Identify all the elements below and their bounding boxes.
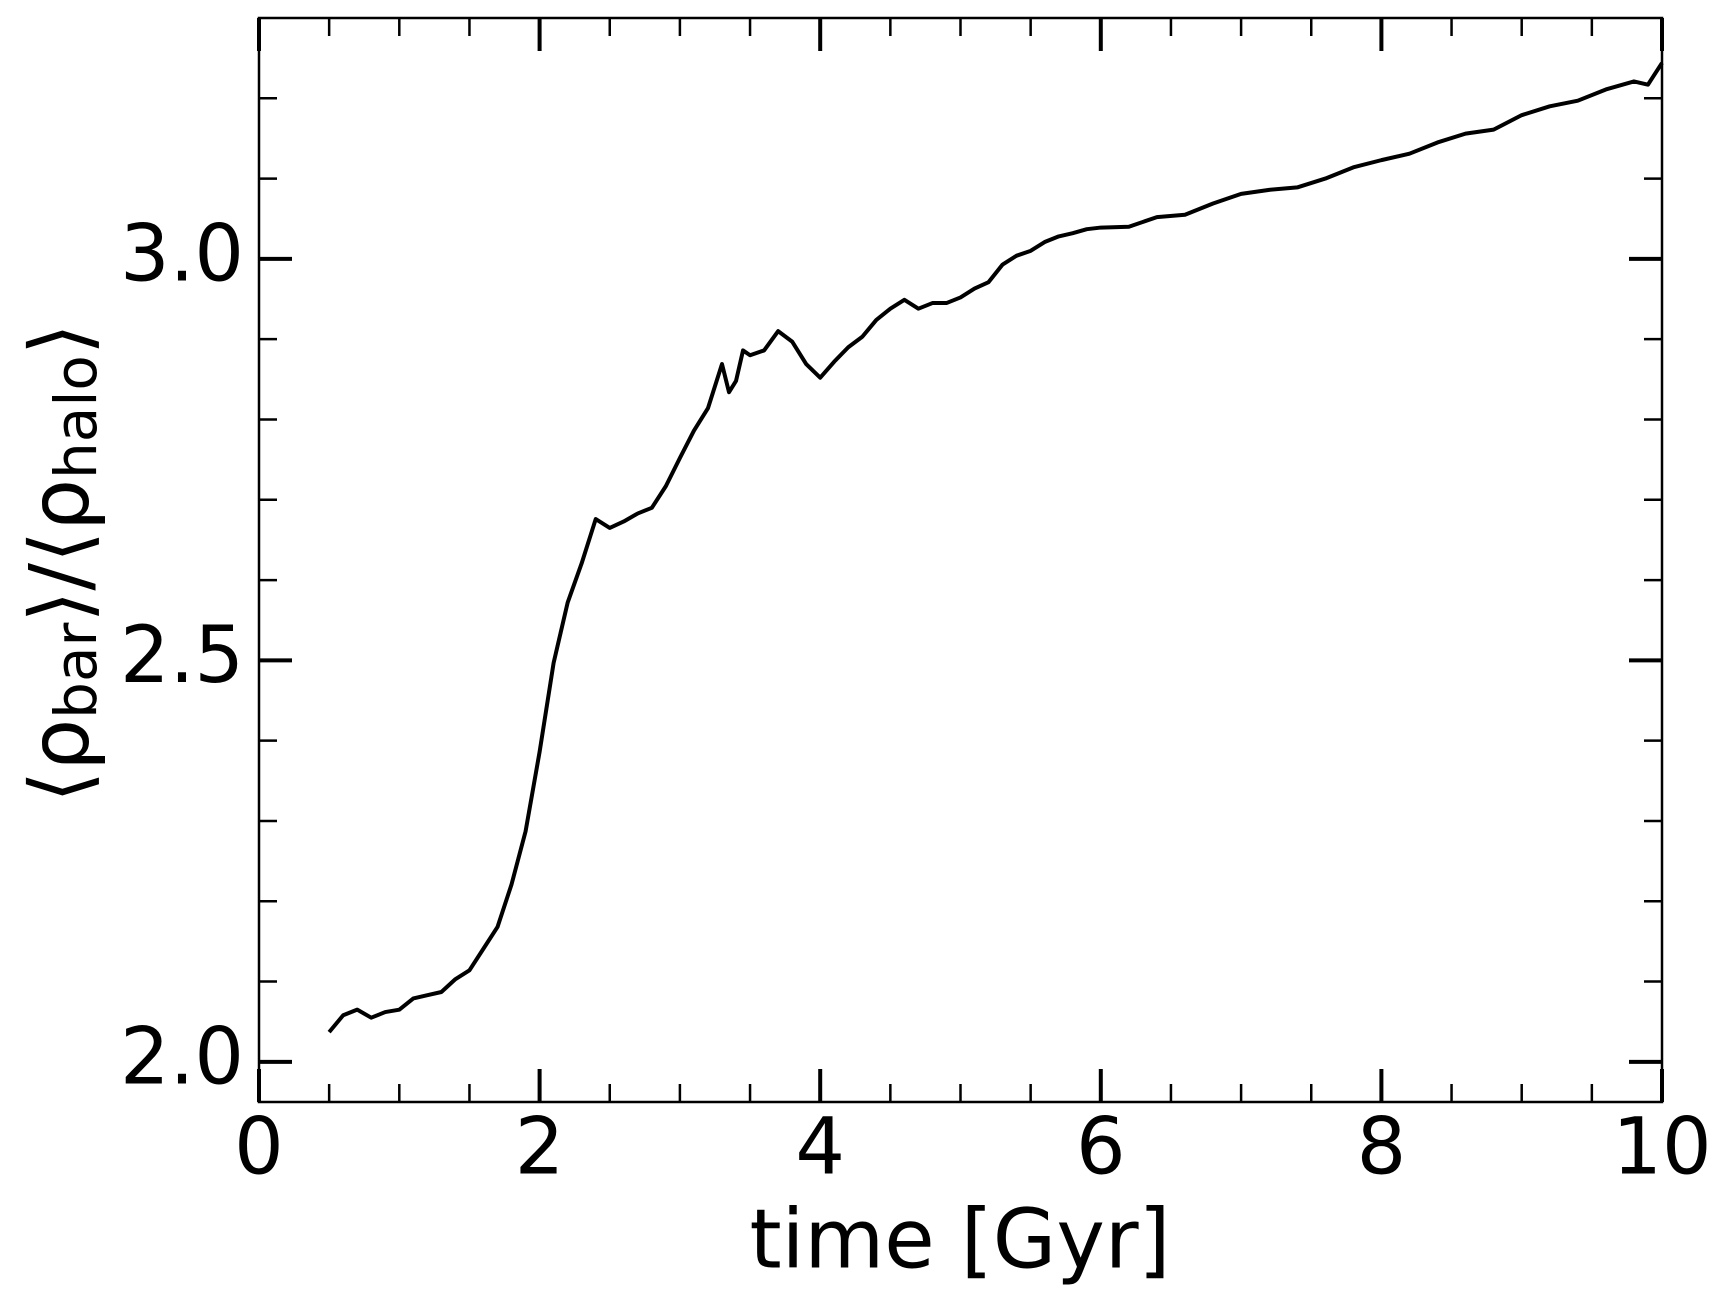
x-axis-label: time [Gyr] xyxy=(749,1192,1170,1287)
x-tick-label: 4 xyxy=(795,1102,845,1192)
x-tick-label: 10 xyxy=(1612,1102,1711,1192)
y-axis-label: ⟨ρbar⟩/⟨ρhalo⟩ xyxy=(13,323,110,803)
data-line xyxy=(327,61,1664,1034)
x-tick-label: 2 xyxy=(515,1102,565,1192)
plot-frame xyxy=(257,16,1664,1104)
y-label-sub: bar xyxy=(42,623,110,719)
x-tick-label: 6 xyxy=(1076,1102,1126,1192)
y-tick-label: 3.0 xyxy=(120,209,244,299)
x-tick-label: 0 xyxy=(234,1102,284,1192)
y-label-part: ⟩ xyxy=(13,323,108,355)
y-tick-label: 2.5 xyxy=(120,611,244,701)
x-tick-label: 8 xyxy=(1357,1102,1407,1192)
y-label-part: ⟨ρ xyxy=(13,719,108,803)
y-label-part: ⟩/⟨ρ xyxy=(13,479,108,623)
y-tick-label: 2.0 xyxy=(120,1012,244,1102)
y-label-sub: halo xyxy=(42,355,110,479)
